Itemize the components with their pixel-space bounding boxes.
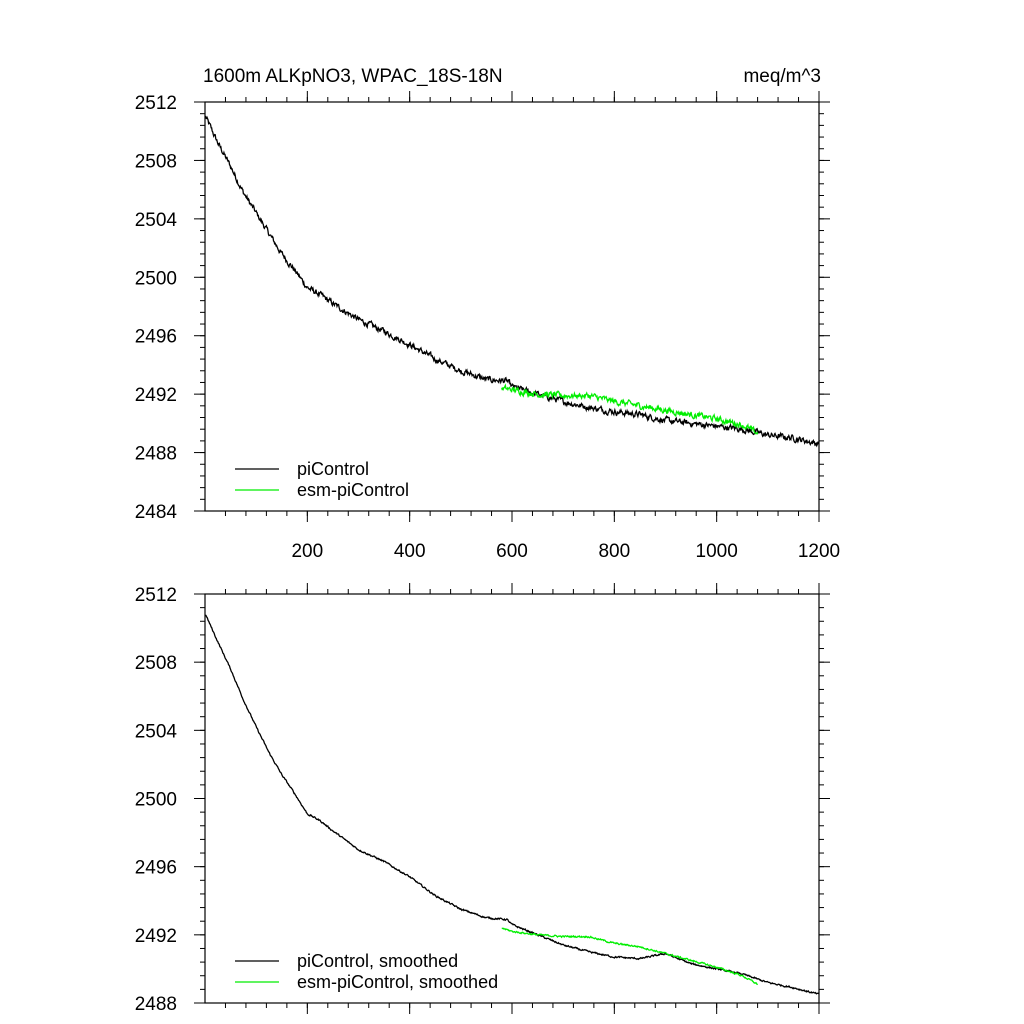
legend-label: esm-piControl, smoothed <box>297 972 498 992</box>
y-tick-label: 2488 <box>135 994 177 1015</box>
y-axis: 2488 2492 2496 2500 2504 2508 2512 <box>135 585 178 1015</box>
y-tick-label: 2492 <box>135 385 177 406</box>
series-line-picontrol <box>204 115 820 448</box>
x-tick-label: 400 <box>394 541 426 562</box>
legend: piControl, smoothed esm-piControl, smoot… <box>235 951 498 992</box>
plot-series <box>204 115 820 448</box>
axis-ticks <box>194 91 830 522</box>
y-tick-label: 2496 <box>135 858 177 879</box>
y-tick-label: 2500 <box>135 790 177 811</box>
series-line-esm-picontrol <box>501 383 759 435</box>
x-tick-label: 1000 <box>696 541 738 562</box>
y-tick-label: 2488 <box>135 444 177 465</box>
chart-title: 1600m ALKpNO3, WPAC_18S-18N <box>203 66 503 87</box>
y-tick-label: 2508 <box>135 653 177 674</box>
panel-raw: 1600m ALKpNO3, WPAC_18S-18N meq/m^3 2484… <box>135 66 840 562</box>
x-tick-label: 1200 <box>798 541 840 562</box>
y-tick-label: 2484 <box>135 502 178 523</box>
legend: piControl esm-piControl <box>235 459 409 500</box>
panel-smoothed: 2488 2492 2496 2500 2504 2508 2512 piControl, … <box>135 583 830 1015</box>
plot-series <box>205 614 820 995</box>
legend-label: piControl, smoothed <box>297 951 458 971</box>
x-tick-label: 600 <box>496 541 528 562</box>
legend-label: esm-piControl <box>297 480 409 500</box>
y-tick-label: 2492 <box>135 926 177 947</box>
legend-label: piControl <box>297 459 369 479</box>
axis-ticks <box>194 583 830 1014</box>
y-tick-label: 2508 <box>135 151 177 172</box>
y-tick-label: 2512 <box>135 585 177 606</box>
y-axis: 2484 2488 2492 2496 2500 2504 2508 2512 <box>135 93 178 523</box>
x-tick-label: 200 <box>291 541 323 562</box>
y-tick-label: 2504 <box>135 721 178 742</box>
x-tick-label: 800 <box>598 541 630 562</box>
series-line-picontrol-smoothed <box>205 614 820 995</box>
x-axis: 200 400 600 800 1000 1200 <box>291 541 840 562</box>
y-tick-label: 2496 <box>135 327 177 348</box>
y-tick-label: 2504 <box>135 210 178 231</box>
units-label: meq/m^3 <box>743 66 821 87</box>
y-tick-label: 2500 <box>135 268 177 289</box>
series-line-esm-picontrol-smoothed <box>501 927 759 986</box>
y-tick-label: 2512 <box>135 93 177 114</box>
plot-frame <box>204 101 820 512</box>
